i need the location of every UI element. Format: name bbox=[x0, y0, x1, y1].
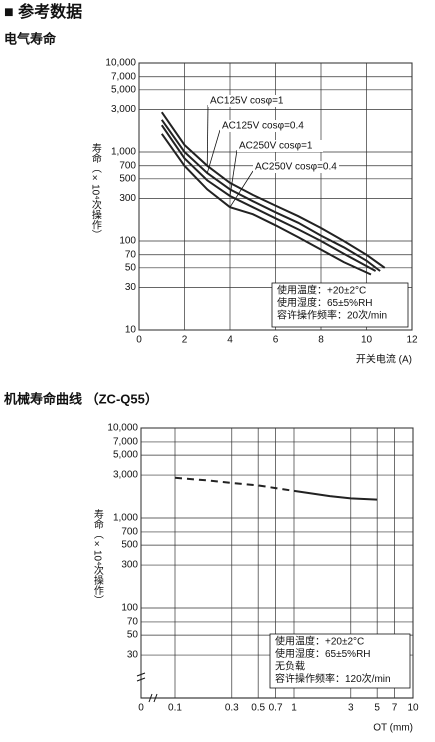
x-tick-label: 6 bbox=[273, 335, 279, 346]
series-label: AC125V cosφ=1 bbox=[210, 96, 284, 107]
y-tick-label: 500 bbox=[121, 540, 138, 551]
x-tick-label: 0.3 bbox=[225, 703, 239, 714]
y-tick-label: 30 bbox=[127, 650, 139, 661]
note: 容许操作频率：20次/min bbox=[277, 309, 387, 322]
curve bbox=[160, 119, 381, 272]
x-axis-label: OT (mm) bbox=[373, 723, 413, 734]
page-title: ■ 参考数据 bbox=[4, 2, 82, 21]
y-tick-label: 10,000 bbox=[105, 58, 136, 69]
y-tick-label: 3,000 bbox=[113, 470, 138, 481]
x-tick-label: 2 bbox=[182, 335, 188, 346]
label-bg bbox=[237, 140, 323, 152]
x-tick-label: 8 bbox=[318, 335, 324, 346]
x-tick-label: 10 bbox=[361, 335, 373, 346]
chart-title: 电气寿命 bbox=[4, 31, 57, 46]
note: 使用湿度：65±5%RH bbox=[277, 296, 373, 309]
y-tick-label: 7,000 bbox=[111, 71, 136, 82]
note-box bbox=[269, 633, 411, 689]
curve bbox=[160, 133, 372, 276]
note: 使用温度：+20±2°C bbox=[277, 284, 366, 297]
x-tick-label: 1 bbox=[291, 703, 297, 714]
axis-break bbox=[136, 672, 158, 703]
note: 使用温度：+20±2°C bbox=[275, 635, 364, 648]
leader-line bbox=[206, 104, 209, 166]
y-tick-label: 10,000 bbox=[107, 423, 138, 434]
y-tick-label: 30 bbox=[125, 282, 137, 293]
y-tick-label: 1,000 bbox=[111, 147, 136, 158]
x-tick-label: 10 bbox=[407, 703, 419, 714]
x-tick-label: 0 bbox=[136, 335, 142, 346]
y-tick-label: 70 bbox=[127, 617, 139, 628]
y-axis-label: 寿命（×10⁴次操作） bbox=[89, 142, 101, 240]
curve bbox=[174, 476, 295, 492]
leader-line bbox=[229, 170, 254, 208]
chart-title: 机械寿命曲线 （ZC-Q55） bbox=[4, 391, 158, 406]
y-tick-label: 500 bbox=[119, 173, 136, 184]
label-bg bbox=[208, 95, 294, 107]
note: 无负载 bbox=[275, 660, 305, 673]
y-tick-label: 300 bbox=[121, 560, 138, 571]
leader-line bbox=[229, 149, 238, 197]
y-tick-label: 5,000 bbox=[113, 450, 138, 461]
x-tick-label: 0.1 bbox=[168, 703, 182, 714]
series-label: AC125V cosφ=0.4 bbox=[222, 121, 304, 132]
x-tick-label: 0 bbox=[138, 703, 144, 714]
series-label: AC250V cosφ=1 bbox=[239, 141, 313, 152]
y-tick-label: 1,000 bbox=[113, 513, 138, 524]
y-tick-label: 100 bbox=[121, 603, 138, 614]
y-tick-label: 50 bbox=[125, 262, 137, 273]
note: 使用湿度：65±5%RH bbox=[275, 647, 371, 660]
y-axis-label: 寿命（×10⁴次操作） bbox=[91, 508, 103, 606]
curve bbox=[160, 111, 386, 269]
leader-line bbox=[206, 129, 221, 174]
x-tick-label: 7 bbox=[392, 703, 398, 714]
y-tick-label: 700 bbox=[121, 527, 138, 538]
x-tick-label: 5 bbox=[374, 703, 380, 714]
x-tick-label: 4 bbox=[227, 335, 233, 346]
y-tick-label: 700 bbox=[119, 160, 136, 171]
note-box bbox=[271, 282, 409, 328]
y-tick-label: 100 bbox=[119, 236, 136, 247]
y-tick-label: 5,000 bbox=[111, 84, 136, 95]
curve bbox=[293, 489, 378, 501]
y-tick-label: 10 bbox=[125, 325, 137, 336]
y-tick-label: 70 bbox=[125, 249, 137, 260]
label-bg bbox=[220, 120, 306, 132]
note: 容许操作频率：120次/min bbox=[275, 672, 391, 685]
x-tick-label: 12 bbox=[406, 335, 418, 346]
x-tick-label: 0.5 bbox=[251, 703, 265, 714]
y-tick-label: 300 bbox=[119, 193, 136, 204]
series-label: AC250V cosφ=0.4 bbox=[255, 162, 337, 173]
x-tick-label: 3 bbox=[348, 703, 354, 714]
y-tick-label: 3,000 bbox=[111, 104, 136, 115]
x-tick-label: 0.7 bbox=[269, 703, 283, 714]
curve bbox=[160, 124, 377, 272]
label-bg bbox=[253, 161, 339, 173]
x-axis-label: 开关电流 (A) bbox=[356, 353, 412, 366]
y-tick-label: 7,000 bbox=[113, 437, 138, 448]
y-tick-label: 50 bbox=[127, 630, 139, 641]
